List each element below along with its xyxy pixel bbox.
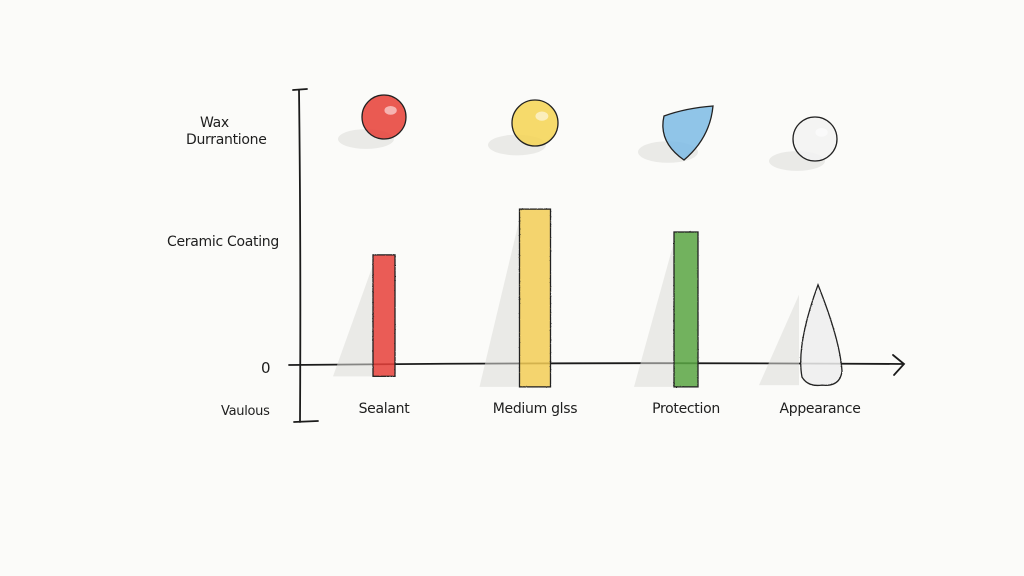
marker-appearance — [792, 116, 838, 162]
bar-appearance — [800, 282, 843, 387]
x-tick-labels: Sealant Medium glss Protection Appearance — [359, 401, 861, 417]
marker-sealant — [361, 94, 407, 140]
y-axis-bottom-cap — [293, 420, 319, 423]
x-tick-label-medium-glss: Medium glss — [493, 401, 578, 417]
y-tick-label-wax-line2: Durrantione — [186, 132, 267, 148]
bars — [333, 208, 843, 388]
y-tick-label-vaulous: Vaulous — [221, 404, 270, 419]
bar-shadow-medium-glss — [479, 219, 520, 387]
y-axis-top-cap — [292, 88, 308, 91]
x-tick-label-sealant: Sealant — [359, 401, 411, 417]
y-axis-line — [298, 89, 302, 423]
x-axis-arrow — [892, 354, 906, 376]
y-tick-labels: Wax Durrantione Ceramic Coating 0 Vaulou… — [167, 115, 279, 419]
bar-medium-glss — [518, 208, 552, 388]
y-tick-label-zero: 0 — [261, 359, 270, 377]
bar-shadow-sealant — [333, 264, 373, 377]
y-tick-label-wax: Wax Durrantione — [186, 115, 267, 148]
marker-highlight-sealant — [384, 106, 397, 115]
bar-shadow-appearance — [759, 294, 799, 386]
bar-protection — [673, 231, 699, 388]
x-tick-label-appearance: Appearance — [779, 401, 860, 417]
category-markers — [338, 94, 838, 171]
x-tick-label-protection: Protection — [652, 401, 720, 417]
bar-shadow-protection — [634, 242, 674, 387]
bar-sealant — [372, 254, 396, 377]
y-tick-label-wax-line1: Wax — [200, 115, 229, 131]
marker-highlight-medium-glss — [535, 111, 549, 121]
marker-medium-glss — [511, 99, 559, 147]
marker-highlight-appearance — [815, 127, 828, 137]
y-tick-label-ceramic: Ceramic Coating — [167, 234, 279, 250]
marker-protection — [662, 105, 714, 161]
